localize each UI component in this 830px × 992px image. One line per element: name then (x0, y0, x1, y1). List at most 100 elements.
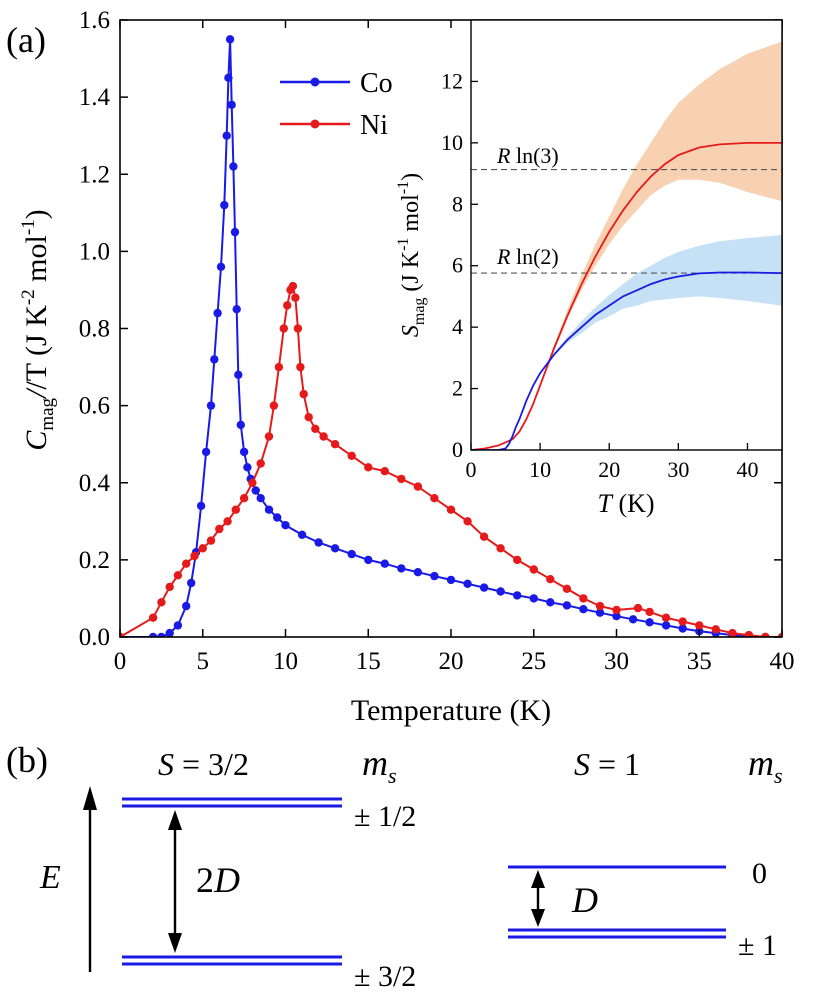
inset-y-tick-label: 12 (441, 68, 463, 93)
main-x-tick-label: 40 (770, 648, 795, 675)
data-point-ni (291, 293, 300, 302)
data-point-ni (288, 281, 298, 291)
data-point-co (529, 594, 538, 603)
data-point-co (224, 73, 233, 83)
data-point-co (546, 598, 555, 607)
data-point-co (579, 605, 588, 614)
data-point-co (256, 494, 265, 503)
data-point-ni (777, 632, 782, 637)
energy-axis-arrowhead (83, 786, 97, 810)
data-point-ni (380, 467, 389, 476)
legend-ni-marker (310, 119, 320, 129)
data-point-co (157, 632, 166, 637)
inset-y-axis-label: Smag (J K-1 mol-1) (395, 173, 428, 337)
data-point-co (227, 100, 236, 110)
inset-x-tick-label: 0 (466, 457, 477, 482)
main-y-tick-label: 1.6 (79, 7, 110, 34)
data-point-ni (761, 632, 770, 637)
inset-x-tick-label: 30 (667, 457, 689, 482)
legend: Co Ni (280, 68, 393, 141)
data-point-co (206, 401, 216, 410)
ref-label-rln3: R ln(3) (496, 143, 559, 168)
data-point-ni (279, 324, 288, 333)
left-gap-arrowhead-down (168, 933, 182, 953)
data-point-ni (256, 459, 265, 468)
main-x-tick-label: 35 (687, 648, 712, 675)
inset-x-tick-label: 20 (598, 457, 620, 482)
data-point-ni (157, 598, 166, 607)
left-gap-label: 2D (196, 860, 240, 900)
data-point-ni (744, 630, 754, 637)
data-point-co (236, 420, 245, 430)
data-point-ni (430, 494, 439, 503)
main-x-tick-label: 5 (197, 648, 210, 675)
data-point-ni (413, 482, 423, 491)
data-point-ni (661, 613, 671, 622)
main-y-tick-label: 0.2 (79, 547, 110, 574)
data-point-ni (269, 401, 279, 410)
left-upper-ms-label: ± 1/2 (354, 800, 416, 833)
data-point-ni (148, 613, 158, 622)
data-point-ni (479, 532, 489, 541)
ref-label-rln2: R ln(2) (496, 244, 559, 269)
data-point-ni (274, 362, 284, 372)
right-lower-ms-label: ± 1 (738, 929, 777, 962)
inset-x-tick-label: 10 (529, 457, 551, 482)
data-point-ni (264, 432, 274, 441)
data-point-co (225, 35, 235, 44)
data-point-co (297, 530, 307, 539)
data-point-ni (304, 413, 313, 422)
data-point-co (446, 575, 456, 585)
inset-x-axis-label: T (K) (597, 489, 654, 518)
data-point-co (628, 615, 638, 624)
data-point-co (213, 308, 222, 318)
data-point-ni (529, 565, 538, 574)
data-point-co (173, 621, 183, 630)
data-point-ni (120, 632, 125, 637)
data-point-co (281, 521, 290, 530)
data-point-co (612, 612, 621, 621)
legend-co-label: Co (360, 68, 393, 99)
main-y-tick-label: 0.6 (79, 393, 110, 420)
data-point-ni (248, 478, 257, 487)
uncertainty-band-ni (471, 41, 782, 450)
data-point-co (496, 587, 505, 596)
data-point-co (201, 447, 211, 457)
data-point-ni (612, 605, 621, 615)
data-point-ni (319, 432, 328, 441)
inset-y-tick-label: 6 (452, 253, 463, 278)
main-y-tick-label: 1.0 (79, 238, 110, 265)
inset-chart: 0 10 20 30 40 0 2 4 6 8 10 12 R ln(3) R ln(2) T (K)… (395, 19, 783, 518)
data-point-co (463, 579, 472, 588)
data-point-co (413, 568, 423, 577)
data-point-co (234, 370, 243, 379)
uncertainty-band-co (471, 235, 782, 450)
data-point-ni (182, 559, 191, 568)
data-point-co (513, 591, 522, 600)
data-point-co (380, 559, 389, 568)
data-point-co (479, 583, 489, 592)
panel-a-label: (a) (6, 20, 46, 60)
data-point-ni (173, 571, 183, 580)
inset-plot-frame (470, 19, 783, 451)
main-x-tick-label: 20 (439, 648, 464, 675)
left-gap-arrowhead-up (168, 810, 182, 830)
data-point-co (220, 200, 229, 210)
data-point-ni (223, 517, 232, 526)
data-point-ni (562, 584, 572, 593)
data-point-ni (283, 301, 292, 310)
right-upper-ms-label: 0 (752, 857, 767, 890)
inset-series-line-co (471, 271, 782, 450)
data-point-co (182, 601, 191, 611)
inset-y-tick-label: 4 (452, 314, 463, 339)
left-spin-title: S = 3/2 (158, 746, 249, 782)
main-series-group (120, 35, 782, 637)
data-point-co (210, 355, 219, 364)
data-point-co (148, 632, 158, 637)
energy-level-diagram: E S = 3/2 ms ± 1/2 ± 3/2 2D S = 1 ms 0 ±… (39, 743, 783, 992)
inset-x-tick-label: 40 (736, 457, 758, 482)
data-point-ni (311, 424, 320, 433)
inset-y-tick-label: 0 (452, 437, 463, 462)
main-y-tick-label: 1.2 (79, 161, 110, 188)
data-point-co (273, 513, 282, 522)
